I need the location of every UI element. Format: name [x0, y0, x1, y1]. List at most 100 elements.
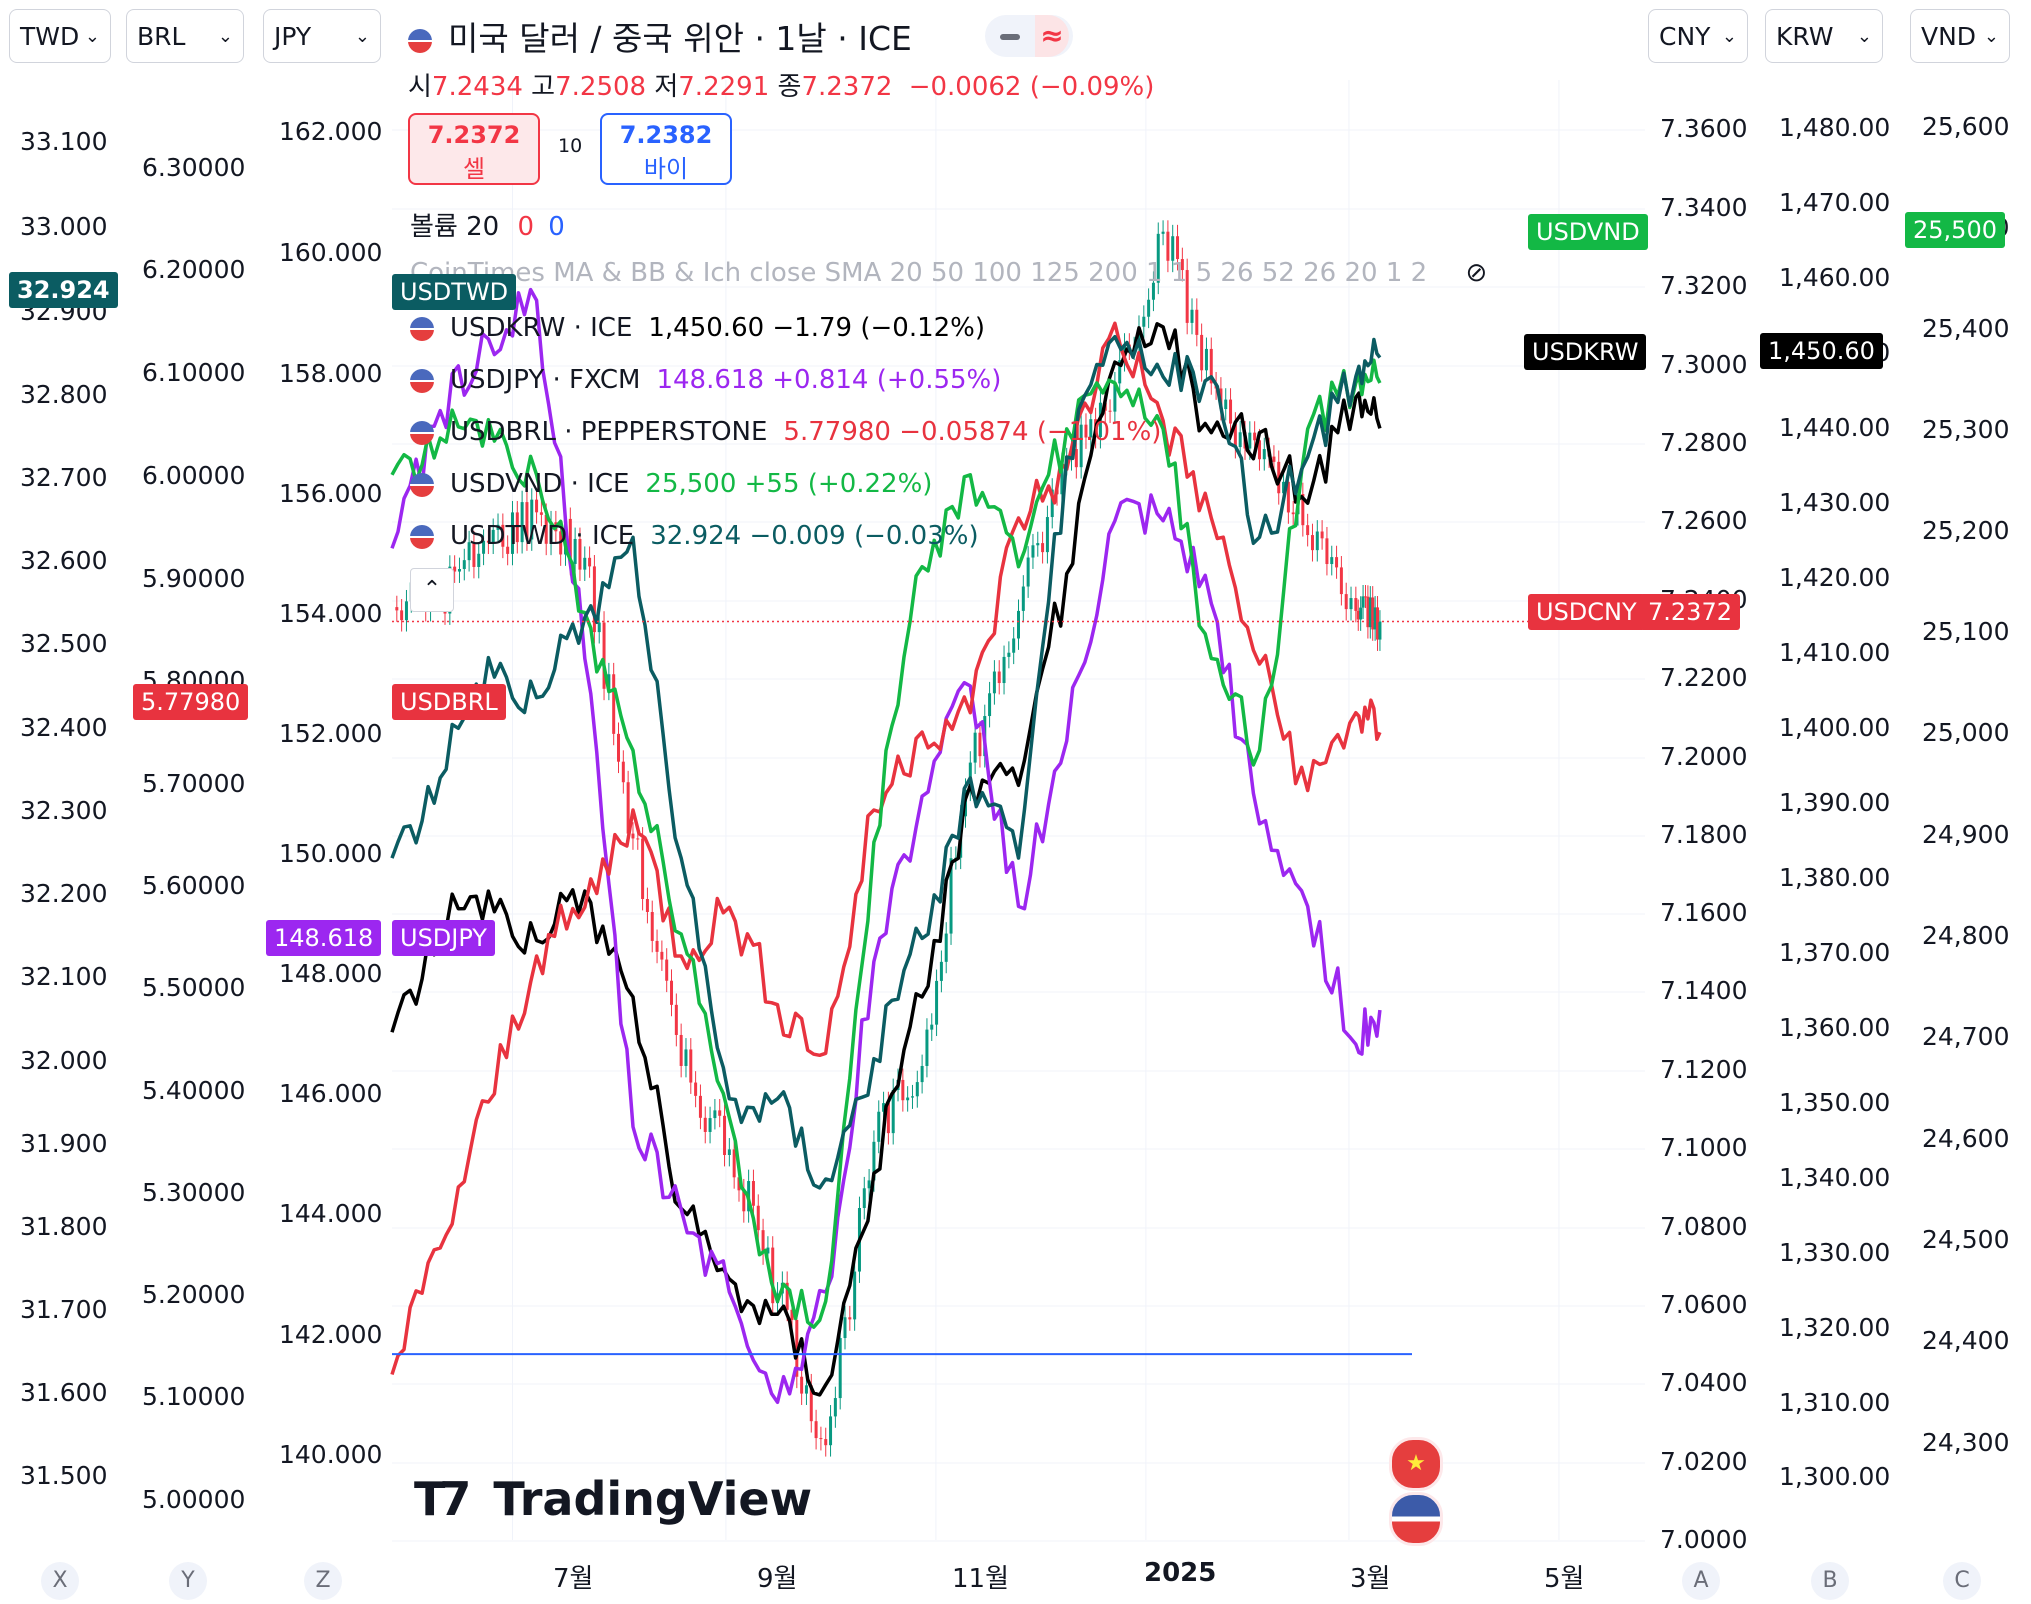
usdcny-candle	[506, 546, 510, 554]
volume-value-2: 0	[548, 212, 565, 242]
us-cn-flag-icon	[408, 28, 432, 53]
legend-row[interactable]: USDJPY · FXCM 148.618 +0.814 (+0.55%)	[410, 360, 1001, 400]
krw-tick-label: 1,390.00	[1779, 788, 1891, 817]
cny-tick-label: 7.1800	[1660, 820, 1748, 849]
usdcny-candle	[1021, 586, 1025, 611]
twd-tick-label: 33.100	[20, 127, 108, 156]
legend-row[interactable]: USDKRW · ICE 1,450.60 −1.79 (−0.12%)	[410, 308, 985, 348]
brl-tick-label: 6.30000	[142, 153, 246, 182]
buy-button[interactable]: 7.2382 바이	[600, 113, 732, 185]
usd-flag-icon[interactable]	[1389, 1492, 1443, 1546]
usdcny-candle	[1151, 282, 1155, 300]
jpy-tick-label: 156.000	[279, 479, 383, 508]
axis-a-button[interactable]: A	[1682, 1562, 1720, 1600]
usdcny-candle	[732, 1149, 736, 1178]
usdcny-candle	[1166, 231, 1170, 261]
minus-icon	[1000, 34, 1020, 40]
krw-tick-label: 1,340.00	[1779, 1163, 1891, 1192]
cny-tick-label: 7.2000	[1660, 742, 1748, 771]
usdcny-candle	[930, 1024, 934, 1030]
usdcny-candle	[655, 940, 659, 952]
jpy-unit-select[interactable]: JPY ⌄	[263, 9, 381, 63]
vnd-tick-label: 24,800	[1922, 921, 2010, 950]
twd-unit-select[interactable]: TWD ⌄	[9, 9, 111, 63]
chevron-down-icon: ⌄	[1856, 26, 1872, 47]
tradingview-watermark[interactable]: T7 TradingView	[414, 1472, 812, 1526]
legend-row[interactable]: USDVND · ICE 25,500 +55 (+0.22%)	[410, 464, 932, 504]
brl-tick-label: 5.70000	[142, 769, 246, 798]
usdcny-candle	[1041, 543, 1045, 553]
jpy-price-tag: 148.618	[266, 920, 382, 956]
eye-off-icon[interactable]: ⊘	[1465, 258, 1488, 288]
usdcny-candle	[631, 833, 635, 839]
usdcny-candle	[915, 1082, 919, 1097]
buy-label: 바이	[643, 155, 689, 183]
usdcny-candle	[641, 838, 645, 899]
brl-unit-select[interactable]: BRL ⌄	[126, 9, 244, 63]
chart-style-toggle[interactable]: ≈	[985, 15, 1073, 57]
usdcny-candle	[645, 898, 649, 913]
usdcny-candle	[1118, 360, 1122, 384]
currency-flag-icon	[410, 420, 434, 445]
legend-row[interactable]: USDTWD · ICE 32.924 −0.009 (−0.03%)	[410, 516, 979, 556]
twd-tick-label: 31.900	[20, 1129, 108, 1158]
krw-tick-label: 1,360.00	[1779, 1013, 1891, 1042]
symbol-header[interactable]: 미국 달러 / 중국 위안 · 1날 · ICE	[408, 12, 912, 60]
axis-x-button[interactable]: X	[41, 1562, 79, 1600]
usdcny-candle	[1376, 607, 1380, 640]
overlay-series	[390, 287, 1382, 1405]
legend-values: 25,500 +55 (+0.22%)	[645, 469, 933, 499]
usdcny-candle	[766, 1247, 770, 1254]
usdcny-candle	[1137, 326, 1141, 349]
usdcny-candle	[462, 560, 466, 570]
usdcny-candle	[1301, 494, 1305, 526]
indicator-label[interactable]: CoinTimes MA & BB & Ich close SMA 20 50 …	[410, 258, 1487, 288]
usdcny-candle	[1257, 440, 1261, 460]
usdcny-candle	[477, 553, 481, 567]
usdcny-candle	[809, 1385, 813, 1422]
sell-button[interactable]: 7.2372 셀	[408, 113, 540, 185]
usdcny-candle	[1007, 652, 1011, 657]
axis-c-button[interactable]: C	[1943, 1562, 1981, 1600]
axis-b-button[interactable]: B	[1811, 1562, 1849, 1600]
collapse-legend-button[interactable]: ⌃	[410, 568, 454, 612]
usdcny-candle	[751, 1181, 755, 1206]
usdcny-candle	[1361, 596, 1365, 608]
usdcny-candle	[636, 838, 640, 840]
krw-tick-label: 1,410.00	[1779, 638, 1891, 667]
usdcny-candle	[785, 1282, 789, 1310]
usdcny-candle	[1320, 531, 1324, 539]
vnd-unit-select[interactable]: VND ⌄	[1910, 9, 2010, 63]
usdcny-candle	[670, 980, 674, 1005]
cny-flag-icon[interactable]: ★	[1389, 1437, 1443, 1491]
usdcny-candle	[920, 1065, 924, 1083]
krw-tick-label: 1,460.00	[1779, 263, 1891, 292]
usdcny-candle	[1224, 399, 1228, 410]
usdcny-candle	[617, 733, 621, 762]
usdcny-candle	[694, 1082, 698, 1096]
usdcny-candle	[1084, 424, 1088, 438]
usdcny-candle	[838, 1338, 842, 1399]
axis-z-button[interactable]: Z	[304, 1562, 342, 1600]
usdcny-candle	[660, 951, 664, 960]
sell-price: 7.2372	[427, 121, 521, 149]
krw-series-tag: USDKRW	[1524, 334, 1647, 370]
axis-y-button[interactable]: Y	[169, 1562, 207, 1600]
brl-tick-label: 5.00000	[142, 1485, 246, 1514]
cny-unit-select[interactable]: CNY ⌄	[1648, 9, 1748, 63]
jpy-tick-label: 158.000	[279, 359, 383, 388]
jpy-unit-label: JPY	[274, 22, 312, 51]
volume-indicator[interactable]: 볼륨 20 0 0	[410, 206, 565, 243]
cny-tick-label: 7.1200	[1660, 1055, 1748, 1084]
usdcny-candle	[872, 1141, 876, 1181]
legend-row[interactable]: USDBRL · PEPPERSTONE 5.77980 −0.05874 (−1…	[410, 412, 1161, 452]
krw-unit-select[interactable]: KRW ⌄	[1765, 9, 1883, 63]
usdcny-candle	[901, 1079, 905, 1101]
jpy-series-tag: USDJPY	[392, 920, 495, 956]
series-line-vnd	[390, 358, 1382, 1329]
currency-flag-icon	[410, 524, 434, 549]
twd-tick-label: 32.200	[20, 879, 108, 908]
usdcny-candle	[997, 671, 1001, 684]
usdcny-candle	[1371, 597, 1375, 630]
